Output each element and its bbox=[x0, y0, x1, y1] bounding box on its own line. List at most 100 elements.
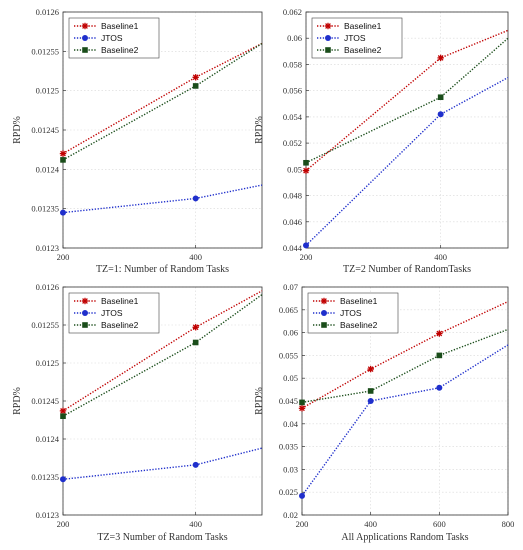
chart-4-xtick-label: 400 bbox=[364, 519, 377, 529]
chart-3-series-jtos-point bbox=[192, 461, 199, 468]
chart-3-series-baseline2-point bbox=[192, 339, 199, 346]
chart-2-ytick-label: 0.044 bbox=[283, 243, 303, 253]
chart-4-ytick-label: 0.03 bbox=[283, 464, 298, 474]
chart-4-series-baseline2-point bbox=[436, 352, 443, 359]
chart-2-ytick-label: 0.048 bbox=[283, 191, 302, 201]
chart-4-x-axis-label: All Applications Random Tasks bbox=[341, 532, 468, 543]
chart-4-ytick-label: 0.025 bbox=[279, 487, 298, 497]
chart-4-series-baseline1-point-d2 bbox=[299, 405, 305, 412]
chart-4-legend: Baseline1 JTOS Baseline2 bbox=[307, 292, 399, 334]
chart-2-series-jtos bbox=[303, 76, 509, 249]
chart-4-series-jtos-point bbox=[367, 398, 374, 404]
chart-1-legend-label: Baseline2 bbox=[101, 45, 139, 55]
chart-2-series-jtos-point bbox=[303, 242, 309, 249]
chart-4-series-baseline1 bbox=[298, 300, 509, 412]
chart-2-ytick-label: 0.054 bbox=[283, 112, 303, 122]
chart-3-xtick-label: 200 bbox=[57, 519, 70, 529]
chart-2-series-baseline1-line bbox=[305, 29, 509, 172]
chart-2-ytick-label: 0.052 bbox=[283, 138, 302, 148]
chart-4-y-axis-label: RPD% bbox=[254, 387, 265, 415]
chart-1-ytick-label: 0.0126 bbox=[36, 7, 59, 17]
chart-2-legend-swatch-marker bbox=[325, 35, 331, 41]
chart-4-legend-swatch-marker-d2 bbox=[321, 298, 327, 304]
chart-2-legend-swatch-marker-d2 bbox=[325, 23, 331, 29]
chart-4-series-baseline1-point-d2 bbox=[436, 330, 443, 337]
chart-2-series-baseline2-line bbox=[305, 37, 509, 164]
chart-2-xtick-label: 200 bbox=[300, 252, 313, 262]
chart-1-y-axis-label: RPD% bbox=[12, 116, 23, 144]
chart-3-ytick-label: 0.0126 bbox=[36, 282, 59, 292]
chart-3-legend: Baseline1 JTOS Baseline2 bbox=[68, 292, 160, 334]
chart-2-legend-label: JTOS bbox=[344, 33, 366, 43]
chart-3-series-baseline1-point-d2 bbox=[60, 408, 66, 414]
chart-1-xtick-label: 400 bbox=[189, 252, 202, 262]
chart-2: 0.044 0.046 0.048 0.05 0.052 0.054 0.056 0.058 0… bbox=[254, 7, 509, 275]
chart-4-series-jtos-line bbox=[301, 344, 509, 497]
chart-1-series-baseline2 bbox=[60, 42, 263, 163]
chart-3-ytick-label: 0.01235 bbox=[31, 472, 59, 482]
chart-4-series-baseline2-point bbox=[367, 388, 374, 394]
chart-1-legend-label: Baseline1 bbox=[101, 21, 139, 31]
chart-2-ytick-label: 0.062 bbox=[283, 7, 302, 17]
chart-3-ytick-label: 0.0124 bbox=[36, 434, 60, 444]
chart-2-series-baseline1-point-d2 bbox=[437, 55, 444, 61]
chart-3-y-axis-label: RPD% bbox=[12, 387, 23, 415]
chart-1-legend-swatch-marker bbox=[82, 35, 88, 41]
chart-1-ytick-label: 0.0124 bbox=[36, 164, 60, 174]
chart-1-legend-label: JTOS bbox=[101, 33, 123, 43]
chart-4-ytick-label: 0.02 bbox=[283, 510, 298, 520]
chart-1-series-jtos-point bbox=[60, 209, 66, 216]
chart-3-legend-swatch-marker bbox=[82, 322, 88, 328]
chart-4-ytick-label: 0.035 bbox=[279, 442, 298, 452]
chart-1-series-jtos-point bbox=[192, 195, 199, 202]
chart-2-series-baseline1-point-d2 bbox=[303, 167, 309, 174]
chart-1-legend: Baseline1 JTOS Baseline2 bbox=[68, 17, 160, 59]
chart-1-series-jtos bbox=[60, 184, 263, 216]
chart-3-series-baseline2 bbox=[60, 294, 263, 419]
chart-1-ytick-label: 0.0125 bbox=[36, 86, 59, 96]
chart-4-legend-label: Baseline2 bbox=[340, 320, 378, 330]
chart-3-series-jtos-point bbox=[60, 476, 66, 483]
chart-1-series-baseline1-point-d2 bbox=[60, 150, 66, 157]
chart-2-legend-label: Baseline1 bbox=[344, 21, 382, 31]
chart-1-ytick-label: 0.0123 bbox=[36, 243, 59, 253]
chart-2-series-jtos-line bbox=[305, 76, 509, 246]
chart-1: 0.0123 0.01235 0.0124 0.01245 0.0125 0.01255 0… bbox=[12, 7, 263, 275]
chart-2-legend: Baseline1 JTOS Baseline2 bbox=[311, 17, 403, 59]
chart-1-xtick-label: 200 bbox=[57, 252, 70, 262]
chart-2-frame bbox=[305, 11, 509, 249]
chart-2-y-axis-label: RPD% bbox=[254, 116, 265, 144]
chart-3-ytick-label: 0.0123 bbox=[36, 510, 59, 520]
chart-1-ytick-label: 0.01255 bbox=[31, 46, 59, 56]
chart-1-series-baseline1-point-d2 bbox=[192, 74, 199, 81]
chart-4-series-baseline1-point-d2 bbox=[367, 366, 374, 372]
chart-3: 0.0123 0.01235 0.0124 0.01245 0.0125 0.01255 0… bbox=[12, 282, 263, 543]
chart-4-xtick-label: 600 bbox=[433, 519, 446, 529]
chart-1-ytick-label: 0.01245 bbox=[31, 125, 59, 135]
chart-2-ytick-label: 0.056 bbox=[283, 86, 302, 96]
chart-1-x-axis-label: TZ=1: Number of Random Tasks bbox=[96, 264, 229, 275]
chart-3-legend-label: Baseline2 bbox=[101, 320, 139, 330]
chart-3-ytick-label: 0.0125 bbox=[36, 358, 59, 368]
chart-2-ytick-label: 0.05 bbox=[287, 164, 302, 174]
chart-4-series-jtos-point bbox=[436, 384, 443, 391]
chart-4-ytick-label: 0.065 bbox=[279, 305, 298, 315]
chart-3-legend-swatch-marker bbox=[82, 310, 88, 316]
chart-4-series-baseline2-line bbox=[301, 328, 509, 404]
chart-4-legend-label: Baseline1 bbox=[340, 296, 378, 306]
chart-2-legend-swatch-marker bbox=[325, 47, 331, 53]
chart-1-ytick-label: 0.01235 bbox=[31, 204, 59, 214]
chart-4-legend-label: JTOS bbox=[340, 308, 362, 318]
chart-4: 0.02 0.025 0.03 0.035 0.04 0.045 0.05 0.055 0.06… bbox=[254, 282, 514, 543]
chart-2-legend-label: Baseline2 bbox=[344, 45, 382, 55]
chart-2-series-jtos-point bbox=[437, 111, 444, 118]
chart-4-legend-swatch-marker bbox=[321, 322, 327, 328]
chart-3-x-axis-label: TZ=3 Number of Random Tasks bbox=[97, 532, 227, 543]
chart-4-ytick-label: 0.04 bbox=[283, 419, 299, 429]
chart-1-legend-swatch-marker-d2 bbox=[82, 23, 88, 29]
chart-3-legend-swatch-marker-d2 bbox=[82, 298, 88, 304]
chart-3-series-baseline2-point bbox=[60, 413, 66, 419]
chart-2-series-baseline2-point bbox=[437, 94, 444, 101]
chart-3-series-baseline1-point-d2 bbox=[192, 324, 199, 331]
